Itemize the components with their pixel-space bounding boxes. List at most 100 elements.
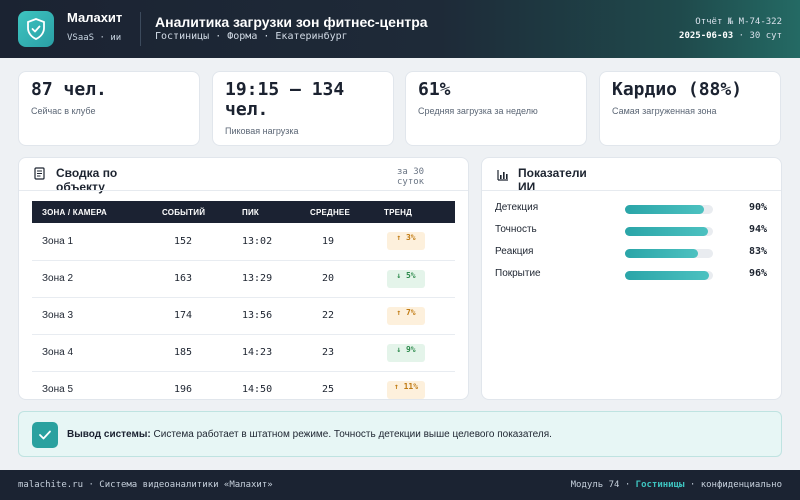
column-header: СОБЫТИЙ	[152, 201, 232, 223]
metric-value: 83%	[748, 246, 767, 257]
metric-detection: Детекция 90%	[495, 202, 767, 216]
metric-bar	[625, 227, 713, 236]
events-count: 152	[152, 223, 232, 261]
average-value: 20	[300, 260, 374, 298]
table-header-row: ЗОНА / КАМЕРА СОБЫТИЙ ПИК СРЕДНЕЕ ТРЕНД	[32, 201, 455, 223]
brand-name: Малахит	[67, 10, 123, 25]
average-value: 23	[300, 334, 374, 372]
trend-badge: ↑ 7%	[387, 306, 425, 325]
footer-confidential: · конфиденциально	[689, 480, 782, 490]
document-icon	[34, 167, 45, 185]
footer-segment: Гостиницы	[635, 480, 685, 490]
events-count: 163	[152, 260, 232, 298]
zone-name: Зона 5	[32, 371, 152, 399]
kpi-label: Пиковая нагрузка	[225, 126, 299, 136]
panel-divider	[19, 190, 468, 191]
header-divider	[140, 12, 141, 46]
kpi-label: Самая загруженная зона	[612, 106, 717, 116]
peak-time: 14:50	[232, 371, 300, 399]
average-value: 25	[300, 371, 374, 399]
footer-meta: Модуль 74 · Гостиницы · конфиденциально	[571, 480, 782, 490]
metric-bar	[625, 271, 713, 280]
report-id: Отчёт № М-74-322	[695, 17, 782, 27]
metric-bar-fill	[625, 227, 708, 236]
zone-name: Зона 4	[32, 334, 152, 372]
metric-value: 90%	[748, 202, 767, 213]
footer-site: malachite.ru · Система видеоаналитики «М…	[18, 480, 273, 490]
table-row[interactable]: Зона 5 196 14:50 25 ↑ 11%	[32, 371, 455, 399]
metric-coverage: Покрытие 96%	[495, 268, 767, 282]
shield-check-icon	[18, 11, 54, 47]
metric-bar-fill	[625, 271, 710, 280]
metric-label: Детекция	[495, 202, 539, 213]
metric-bar	[625, 249, 713, 258]
zone-name: Зона 2	[32, 260, 152, 298]
events-count: 185	[152, 334, 232, 372]
app-header: Малахит VSaaS · ии Аналитика загрузки зо…	[0, 0, 800, 58]
metric-label: Точность	[495, 224, 537, 235]
metric-bar-fill	[625, 205, 705, 214]
peak-time: 13:56	[232, 297, 300, 335]
metric-label: Покрытие	[495, 268, 541, 279]
kpi-value: 61%	[418, 79, 451, 100]
table-row[interactable]: Зона 2 163 13:29 20 ↓ 5%	[32, 260, 455, 298]
check-icon	[32, 422, 58, 448]
footer-module: Модуль 74 ·	[570, 480, 631, 490]
kpi-value: 19:15 — 134 чел.	[225, 79, 345, 120]
table-row[interactable]: Зона 3 174 13:56 22 ↑ 7%	[32, 297, 455, 335]
kpi-value: Кардио (88%)	[612, 79, 743, 100]
brand: Малахит VSaaS · ии	[67, 10, 129, 45]
conclusion-body: Система работает в штатном режиме. Точно…	[153, 429, 552, 440]
panel-divider	[482, 190, 781, 191]
kpi-card-peak: 19:15 — 134 чел. Пиковая нагрузка	[212, 71, 394, 146]
conclusion-text: Вывод системы: Система работает в штатно…	[67, 429, 552, 440]
kpi-card-present: 87 чел. Сейчас в клубе	[18, 71, 200, 146]
trend-badge: ↑ 3%	[387, 232, 425, 251]
trend-badge: ↓ 9%	[387, 343, 425, 362]
table-row[interactable]: Зона 1 152 13:02 19 ↑ 3%	[32, 223, 455, 261]
column-header: ЗОНА / КАМЕРА	[32, 201, 152, 223]
metric-value: 94%	[748, 224, 767, 235]
kpi-value: 87 чел.	[31, 79, 107, 100]
events-count: 174	[152, 297, 232, 335]
system-conclusion: Вывод системы: Система работает в штатно…	[18, 411, 782, 457]
average-value: 19	[300, 223, 374, 261]
metric-label: Реакция	[495, 246, 534, 257]
column-header: СРЕДНЕЕ	[300, 201, 374, 223]
summary-period: за 30 суток	[397, 167, 425, 187]
peak-time: 13:02	[232, 223, 300, 261]
report-date-period: 2025-06-03 · 30 сут	[672, 29, 782, 43]
bar-chart-icon	[497, 168, 509, 186]
ai-metrics-panel: Показатели ИИ Детекция 90% Точность 94% …	[481, 157, 782, 400]
report-info: Отчёт № М-74-322 2025-06-03 · 30 сут	[672, 15, 782, 43]
page-title: Аналитика загрузки зон фитнес-центра	[155, 14, 428, 30]
summary-panel: Сводка по объекту за 30 суток ЗОНА / КАМ…	[18, 157, 469, 400]
footer: malachite.ru · Система видеоаналитики «М…	[0, 470, 800, 500]
conclusion-label: Вывод системы:	[67, 429, 151, 440]
kpi-label: Средняя загрузка за неделю	[418, 106, 538, 116]
average-value: 22	[300, 297, 374, 335]
page-subtitle: Гостиницы · Форма · Екатеринбург	[155, 31, 348, 42]
trend-badge: ↑ 11%	[387, 380, 425, 399]
trend-badge: ↓ 5%	[387, 269, 425, 288]
column-header: ПИК	[232, 201, 300, 223]
brand-subtitle: VSaaS · ии	[67, 33, 122, 43]
kpi-label: Сейчас в клубе	[31, 106, 96, 116]
column-header: ТРЕНД	[374, 201, 455, 223]
report-date: 2025-06-03	[679, 31, 734, 41]
kpi-card-avg-load: 61% Средняя загрузка за неделю	[405, 71, 587, 146]
peak-time: 13:29	[232, 260, 300, 298]
metric-accuracy: Точность 94%	[495, 224, 767, 238]
peak-time: 14:23	[232, 334, 300, 372]
metric-reaction: Реакция 83%	[495, 246, 767, 260]
zone-name: Зона 3	[32, 297, 152, 335]
metric-value: 96%	[748, 268, 767, 279]
report-period: · 30 сут	[738, 31, 782, 41]
metric-bar	[625, 205, 713, 214]
summary-table: ЗОНА / КАМЕРА СОБЫТИЙ ПИК СРЕДНЕЕ ТРЕНД …	[32, 201, 455, 399]
zone-name: Зона 1	[32, 223, 152, 261]
events-count: 196	[152, 371, 232, 399]
kpi-card-top-zone: Кардио (88%) Самая загруженная зона	[599, 71, 781, 146]
metric-bar-fill	[625, 249, 699, 258]
table-row[interactable]: Зона 4 185 14:23 23 ↓ 9%	[32, 334, 455, 372]
